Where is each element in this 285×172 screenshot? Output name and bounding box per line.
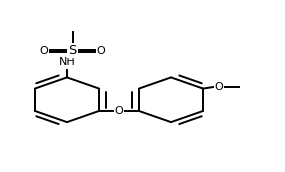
Text: O: O: [97, 46, 105, 56]
Text: O: O: [115, 106, 123, 116]
Text: O: O: [40, 46, 48, 56]
Text: NH: NH: [59, 57, 75, 67]
Text: O: O: [214, 82, 223, 92]
Text: S: S: [68, 44, 77, 57]
